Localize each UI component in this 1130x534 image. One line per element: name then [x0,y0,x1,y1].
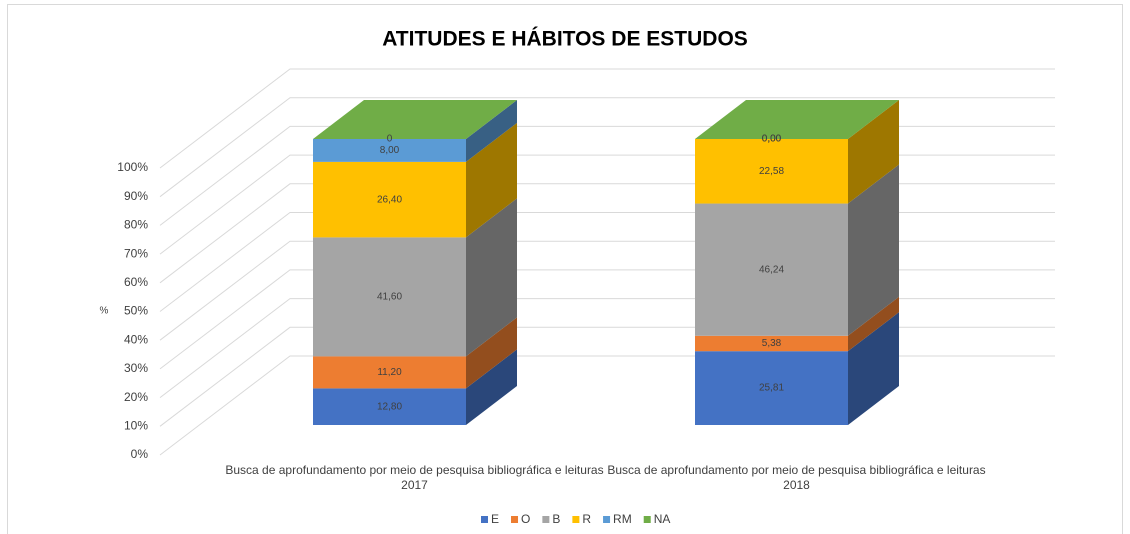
bar-top [313,100,517,139]
data-label: 0 [387,134,393,145]
grid-line [159,154,1055,255]
data-label: 25,81 [759,383,784,394]
bar-top [695,99,899,139]
legend-label: NA [654,512,671,526]
data-label: 8,00 [380,145,400,156]
legend-swatch [572,516,580,523]
y-tick-label: 10% [124,418,148,432]
bar [313,161,466,238]
data-label: 41,60 [377,292,402,303]
bar-side [466,349,517,425]
grid-line [159,240,1055,341]
data-label: 46,24 [759,264,784,275]
y-tick-label: 20% [124,390,148,404]
data-label: 0,00 [762,134,782,145]
x-tick-label: Busca de aprofundamento por meio de pesq… [607,463,986,492]
legend-swatch [603,516,611,523]
bar [313,139,466,162]
grid-line [159,298,1055,398]
bar-side [466,317,517,389]
y-tick-label: 80% [124,218,148,232]
grid-line [159,97,1055,198]
grid-line [159,355,1055,456]
bar [695,138,848,204]
data-label: 12,80 [377,401,402,412]
data-label: 26,40 [377,194,402,205]
legend-label: E [491,512,499,526]
bar-side [848,296,899,352]
bar [695,351,848,425]
grid-line [159,125,1055,226]
x-tick-label: Busca de aprofundamento por meio de pesq… [225,463,604,492]
bar-side [848,164,899,336]
bar [695,203,848,336]
bar [313,356,466,389]
y-tick-label: 0% [131,447,149,461]
chart-title: ATITUDES E HÁBITOS DE ESTUDOS [382,28,748,51]
legend-swatch [643,516,651,523]
y-tick-label: 90% [124,189,148,203]
grid-line [159,68,1055,169]
bar-side [848,312,899,425]
data-label: 11,20 [377,367,402,378]
bar-side [466,100,517,162]
y-tick-label: 70% [124,246,148,260]
legend-label: B [552,512,560,526]
data-label: 0,00 [762,134,782,145]
chart-frame [7,4,1123,534]
y-tick-label: 50% [124,304,148,318]
bar [695,335,848,352]
legend-swatch [511,516,519,523]
bar [313,237,466,357]
bar-side [466,198,517,357]
legend-label: RM [613,512,632,526]
y-tick-label: 30% [124,361,148,375]
grid-line [159,183,1055,284]
bar [313,388,466,425]
bar-side [848,99,899,204]
legend-swatch [542,516,550,523]
y-tick-label: 100% [117,160,148,174]
legend-label: O [521,512,530,526]
grid-line [159,212,1055,312]
y-tick-label: 40% [124,332,148,346]
data-label: 22,58 [759,166,784,177]
grid-line [159,326,1055,427]
grid-line [159,269,1055,370]
y-tick-label: 60% [124,275,148,289]
bar-side [466,122,517,238]
y-axis-label: % [100,306,109,317]
data-label: 5,38 [762,338,782,349]
legend-label: R [582,512,591,526]
legend-swatch [481,516,488,523]
